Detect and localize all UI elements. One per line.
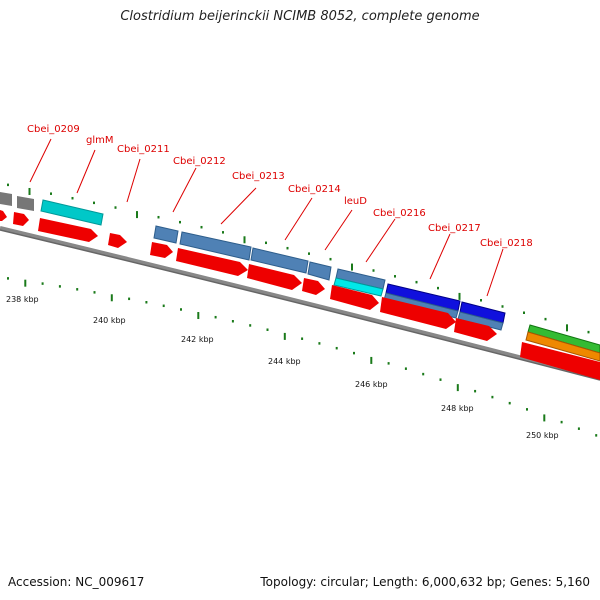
gene-leader-lines: [29, 138, 504, 297]
cds-arrow: [247, 264, 302, 290]
leader-line: [284, 197, 313, 241]
feature-bar-green: [527, 324, 600, 354]
cds-arrow: [380, 297, 456, 329]
leader-line: [172, 167, 197, 213]
cds-arrow: [13, 212, 29, 226]
scale-ticks: [7, 183, 598, 437]
cds-arrow: [330, 285, 379, 310]
position-label: 238 kbp: [6, 295, 39, 304]
cds-arrow: [302, 278, 325, 295]
cds-arrow: [520, 342, 600, 380]
leader-line: [324, 209, 353, 251]
feature-bar-orange: [525, 331, 600, 362]
genome-summary: Topology: circular; Length: 6,000,632 bp…: [260, 575, 590, 589]
gene-label: Cbei_0213: [232, 171, 285, 182]
gene-label: Cbei_0217: [428, 223, 481, 234]
position-labels: 238 kbp 240 kbp 242 kbp 244 kbp 246 kbp …: [6, 295, 559, 440]
feature-bar-cyan: [40, 199, 104, 226]
position-label: 250 kbp: [526, 431, 559, 440]
cds-arrows: [0, 210, 600, 380]
leader-line: [486, 248, 504, 297]
feature-bar-gray: [17, 196, 34, 211]
feature-bar-steelblue: [179, 231, 252, 261]
feature-bar-gray: [0, 192, 12, 206]
gene-label: leuD: [344, 196, 367, 207]
cds-arrow: [108, 233, 127, 248]
leader-line: [29, 138, 52, 183]
position-label: 246 kbp: [355, 380, 388, 389]
accession-label: Accession: NC_009617: [8, 575, 145, 589]
position-label: 242 kbp: [181, 335, 214, 344]
cds-arrow: [454, 318, 497, 341]
position-label: 244 kbp: [268, 357, 301, 366]
gene-labels: Cbei_0209 glmM Cbei_0211 Cbei_0212 Cbei_…: [27, 124, 533, 249]
leader-line: [429, 233, 451, 280]
map-title: Clostridium beijerinckii NCIMB 8052, com…: [120, 9, 480, 24]
gene-label: Cbei_0216: [373, 208, 426, 219]
gene-label: Cbei_0212: [173, 156, 226, 167]
feature-bar-steelblue: [153, 225, 179, 244]
gene-label: Cbei_0211: [117, 144, 170, 155]
position-label: 248 kbp: [441, 404, 474, 413]
genome-backbone: [0, 226, 600, 380]
cds-arrow: [38, 218, 98, 242]
leader-line: [220, 187, 257, 225]
gene-label: glmM: [86, 135, 114, 146]
cds-arrow: [150, 242, 173, 258]
leader-line: [126, 158, 141, 203]
feature-bars: [0, 192, 600, 362]
leader-line: [365, 218, 396, 263]
gene-label: Cbei_0209: [27, 124, 80, 135]
gene-label: Cbei_0214: [288, 184, 341, 195]
cds-arrow: [176, 248, 248, 276]
feature-bar-cyan: [333, 277, 384, 297]
cds-arrow: [0, 210, 7, 221]
leader-line: [76, 149, 96, 194]
genome-backbone-shadow: [0, 229, 600, 381]
gene-label: Cbei_0218: [480, 238, 533, 249]
feature-bar-steelblue: [457, 311, 504, 331]
position-label: 240 kbp: [93, 316, 126, 325]
feature-bar-steelblue: [307, 261, 332, 281]
feature-bar-steelblue: [250, 247, 309, 274]
